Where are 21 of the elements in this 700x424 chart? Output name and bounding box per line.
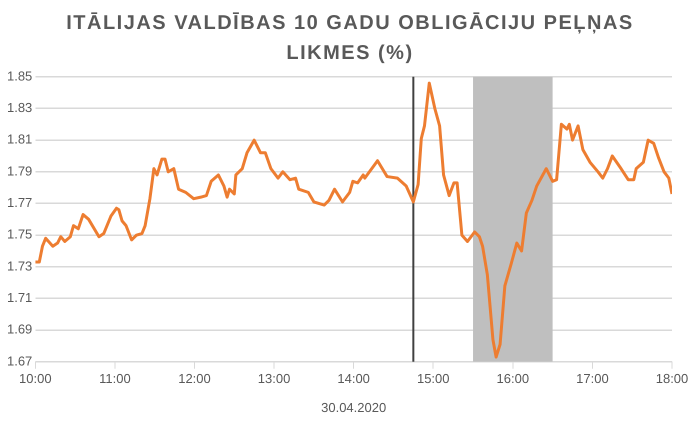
x-tick-label: 12:00: [178, 371, 211, 386]
y-tick-label: 1.67: [6, 353, 32, 368]
y-tick-label: 1.79: [6, 163, 32, 178]
x-tick-label: 16:00: [496, 371, 530, 386]
x-tick-label: 11:00: [99, 371, 131, 386]
y-tick-label: 1.83: [6, 100, 32, 116]
x-tick-label: 10:00: [19, 371, 52, 386]
y-tick-label: 1.75: [6, 226, 32, 242]
x-tick-label: 13:00: [258, 371, 290, 386]
y-tick-label: 1.71: [6, 290, 32, 306]
y-tick-label: 1.77: [6, 195, 32, 210]
y-tick-label: 1.69: [6, 322, 32, 337]
x-tick-label: 17:00: [576, 371, 609, 386]
y-tick-label: 1.85: [6, 68, 32, 84]
x-tick-label: 14:00: [337, 371, 370, 386]
chart-title: ITĀLIJAS VALDĪBAS 10 GADU OBLIGĀCIJU PEĻŅAS LIKMES (%): [65, 11, 635, 66]
x-tick-label: 18:00: [656, 371, 688, 386]
y-tick-label: 1.81: [6, 132, 32, 147]
x-axis-title: 30.04.2020: [321, 400, 386, 415]
y-tick-label: 1.73: [6, 258, 32, 274]
x-tick-label: 15:00: [416, 371, 450, 386]
